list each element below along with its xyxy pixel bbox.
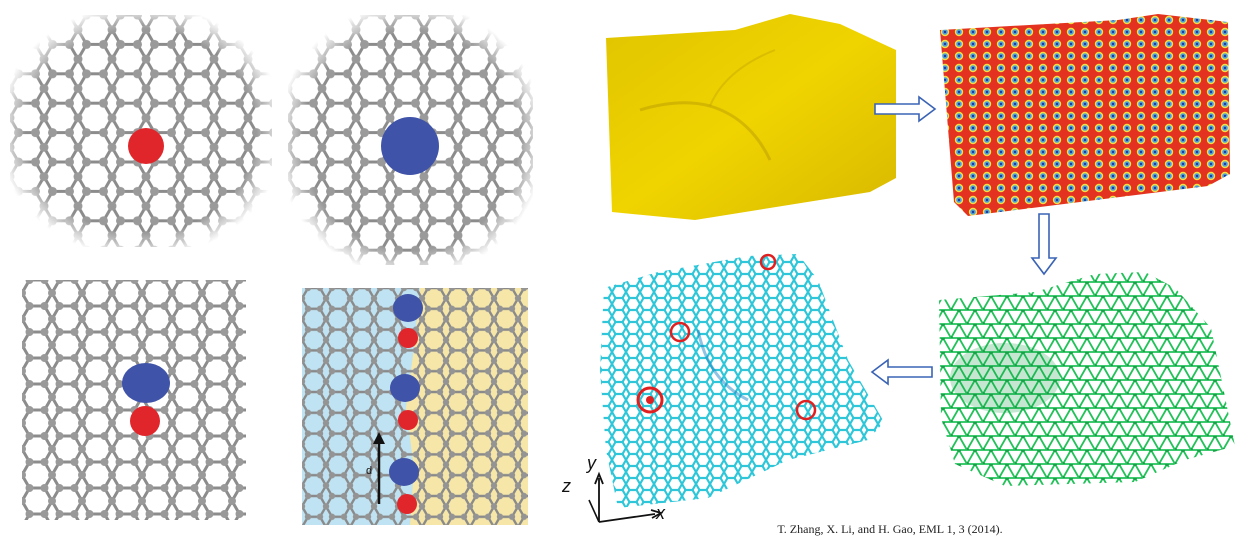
axis-label-y: y <box>587 453 596 473</box>
arrow-down-icon <box>1030 213 1058 276</box>
red-dopant-atom <box>397 494 417 514</box>
figure-citation: T. Zhang, X. Li, and H. Gao, EML 1, 3 (2… <box>777 522 1003 536</box>
red-dopant-atom <box>128 128 164 164</box>
arrow-left-icon <box>870 358 933 386</box>
arrow-right-icon <box>874 95 937 123</box>
red-dopant-atom <box>398 328 418 348</box>
panel-graphene-blue-defect <box>288 15 533 265</box>
panel-grain-boundary: d <box>302 288 528 525</box>
hexagonal-lattice-deformed-surface <box>600 253 884 508</box>
phase-field-deformed-surface <box>940 14 1230 216</box>
blue-dopant-atom <box>381 117 439 175</box>
distance-label: d <box>366 465 372 477</box>
blue-dopant-atom <box>389 458 419 486</box>
lattice-defect <box>795 399 817 421</box>
distance-arrow-head <box>373 432 385 444</box>
grain-boundary-lattice: d <box>302 288 528 525</box>
lattice-defect <box>636 386 664 414</box>
triangular-mesh-deformed-surface <box>939 272 1235 486</box>
blue-dopant-atom <box>393 294 423 322</box>
axis-label-x: x <box>656 503 665 523</box>
axis-triad-icon <box>588 471 664 523</box>
panel-graphene-pair-defect <box>22 280 246 520</box>
panel-hexagonal-lattice-surface <box>598 250 888 512</box>
panel-yellow-surface <box>600 10 900 230</box>
lattice-defect <box>669 321 691 343</box>
red-dopant-atom <box>130 406 160 436</box>
blue-dopant-atom <box>122 363 170 403</box>
panel-triangular-mesh-surface <box>935 268 1240 490</box>
yellow-deformed-surface <box>606 14 896 220</box>
graphene-lattice-pair <box>22 280 246 520</box>
graphene-lattice-blue <box>288 15 533 265</box>
blue-dopant-atom <box>390 374 420 402</box>
panel-phase-field-surface <box>938 14 1233 219</box>
red-dopant-atom <box>398 410 418 430</box>
axis-label-z: z <box>562 476 571 496</box>
lattice-defect <box>759 253 777 271</box>
graphene-lattice-red <box>10 15 272 247</box>
panel-graphene-red-defect <box>10 15 272 247</box>
